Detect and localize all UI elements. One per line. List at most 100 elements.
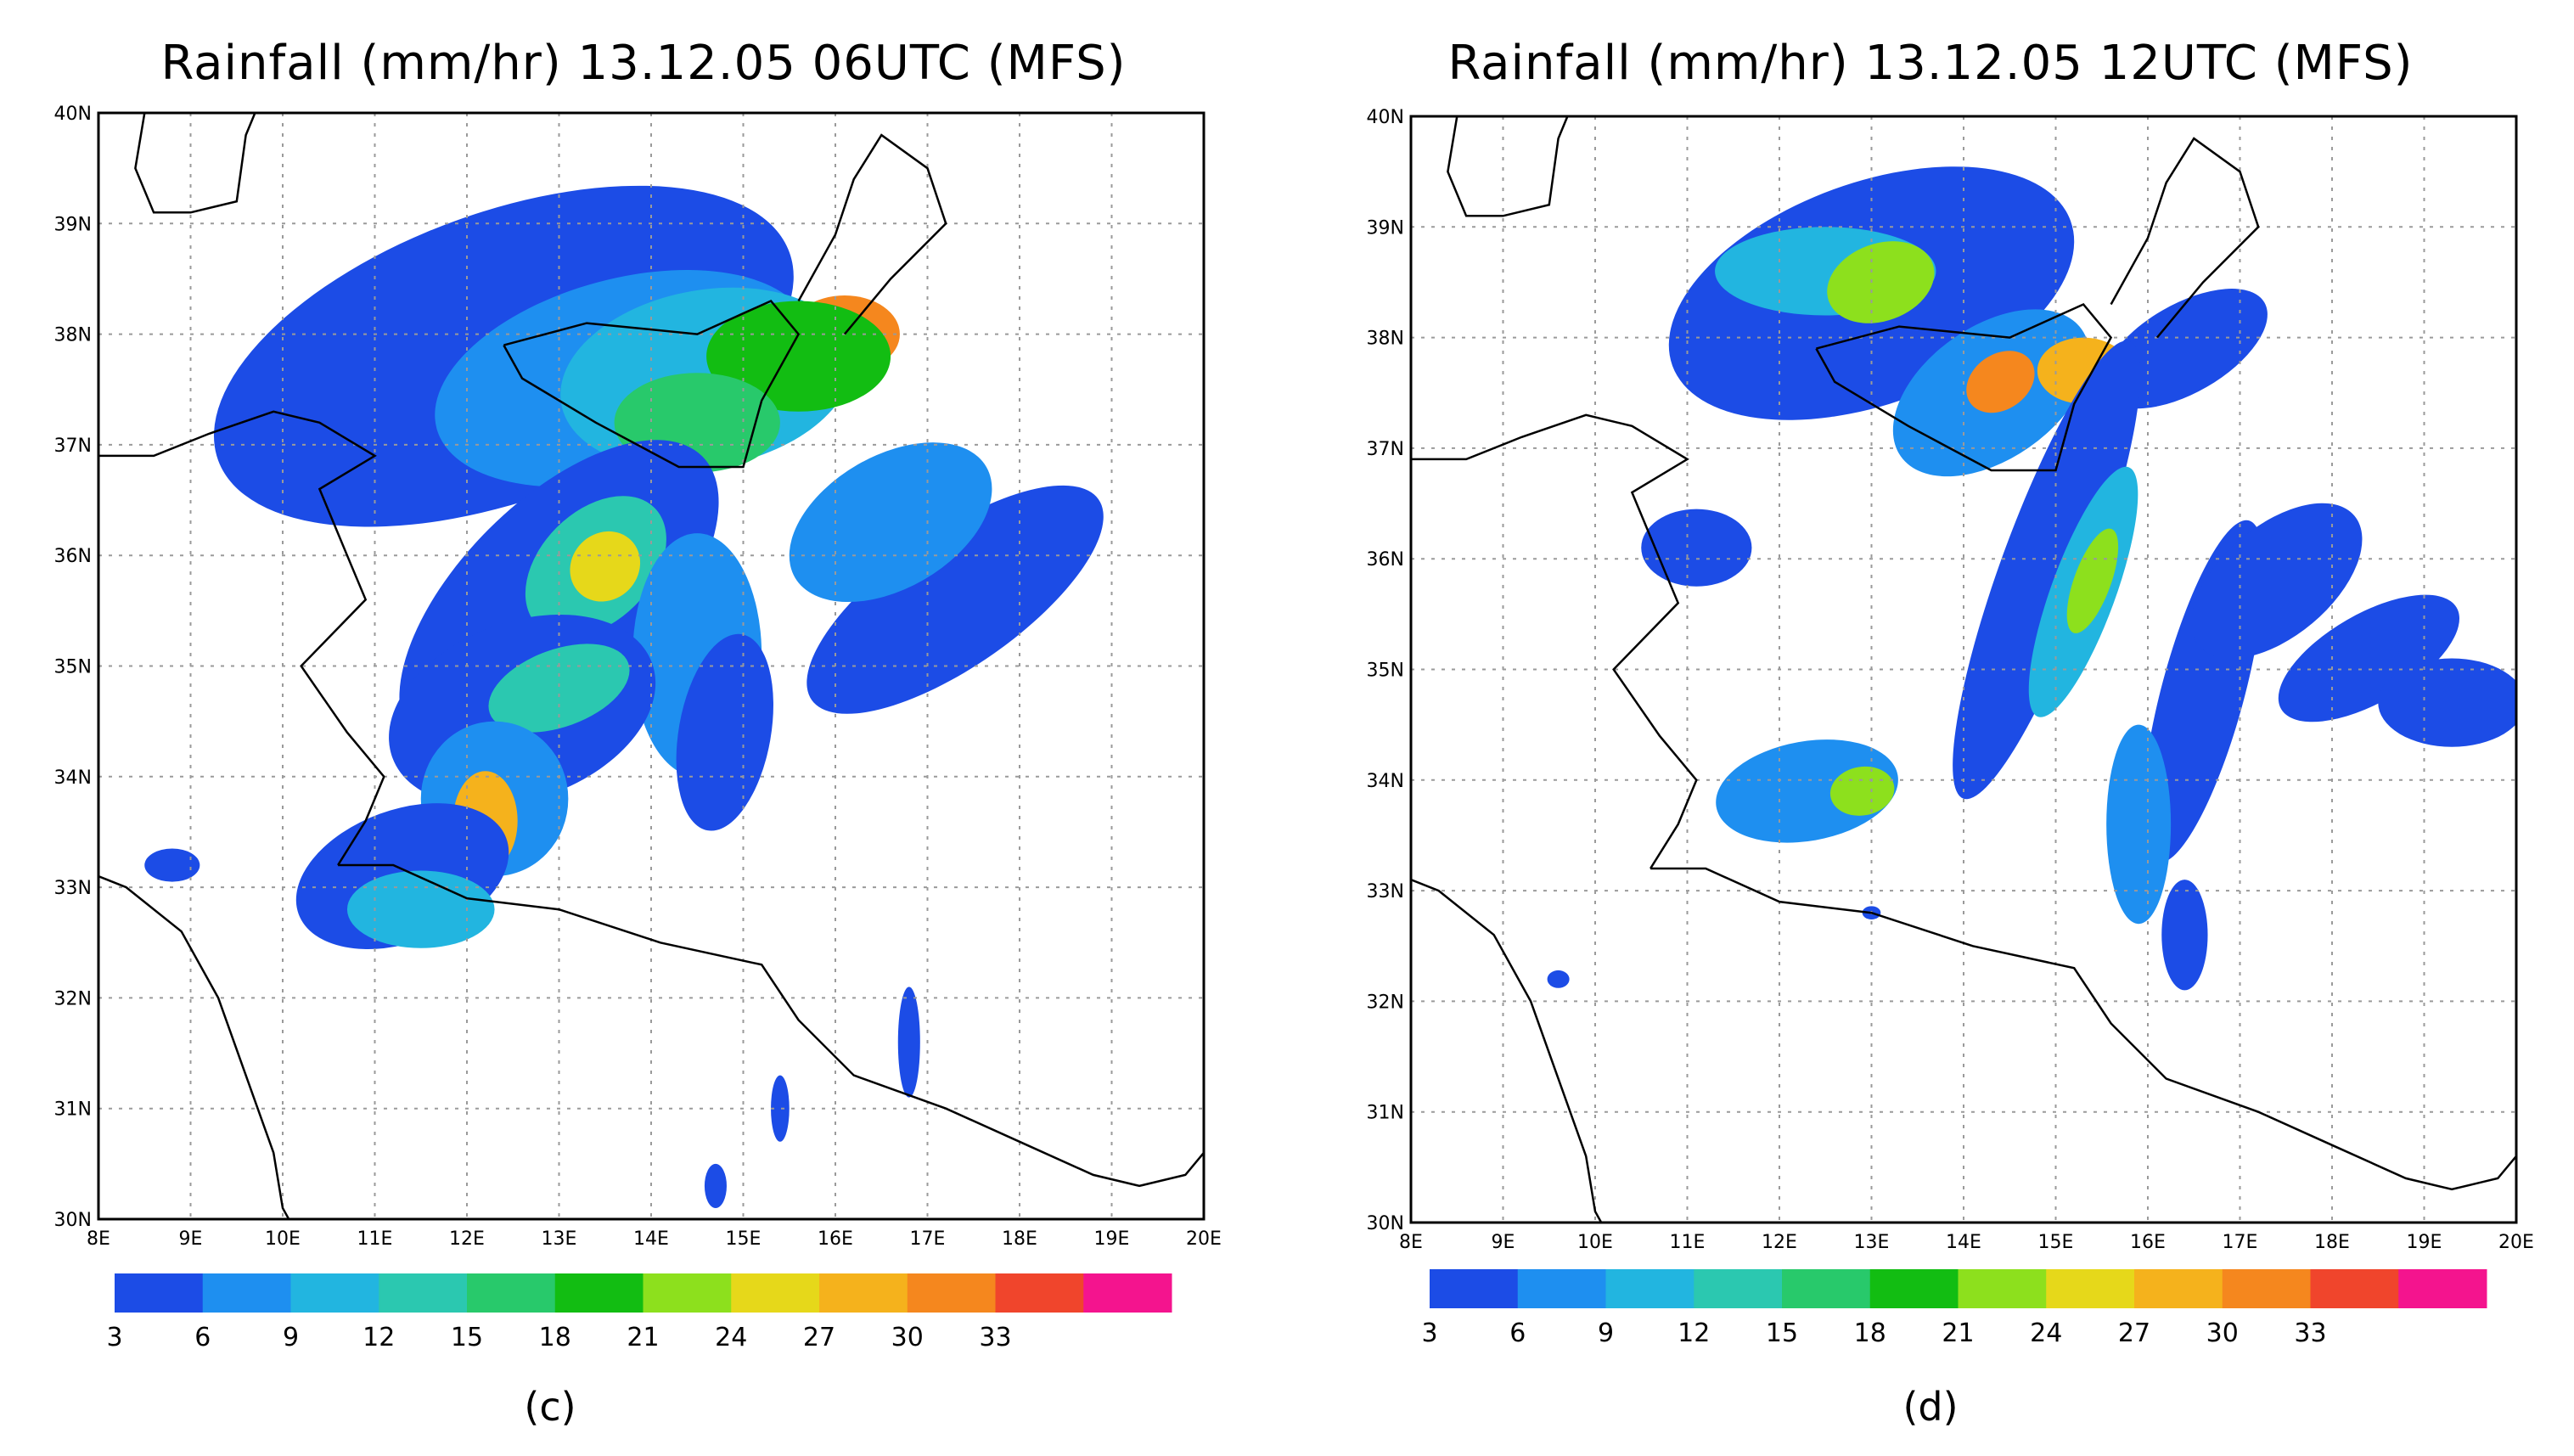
colorbar-swatch (2310, 1269, 2399, 1308)
lat-tick-label: 32N (54, 988, 92, 1009)
colorbar-swatch (1083, 1273, 1172, 1313)
rain-cell (2278, 594, 2459, 722)
lon-tick-label: 19E (2407, 1232, 2442, 1253)
colorbar-label: 9 (283, 1323, 299, 1352)
coastlines (1411, 116, 2516, 1223)
rain-cell (2066, 528, 2119, 633)
colorbar-label: 21 (627, 1323, 659, 1352)
rain-cell (1829, 766, 1895, 816)
lat-tick-label: 38N (54, 325, 92, 346)
colorbar: 3 6 9 12 15 18 21 24 27 30 33 (1421, 1269, 2487, 1348)
lon-tick-label: 10E (265, 1228, 301, 1250)
rain-cell (1953, 340, 2141, 800)
rain-cell (789, 442, 992, 603)
colorbar-label: 21 (1942, 1318, 1974, 1348)
colorbar-swatch (1958, 1269, 2047, 1308)
rain-cell (806, 485, 1104, 714)
coastline (2110, 137, 2260, 339)
rain-field (1547, 166, 2516, 991)
colorbar-label: 6 (194, 1323, 211, 1352)
colorbar-swatch (2134, 1269, 2223, 1308)
colorbar-swatch (1517, 1269, 1606, 1308)
lon-tick-label: 20E (1186, 1228, 1222, 1250)
lon-tick-label: 18E (2314, 1232, 2350, 1253)
colorbar: 3 6 9 12 15 18 21 24 27 30 33 (106, 1273, 1172, 1352)
lat-tick-label: 37N (54, 436, 92, 457)
rain-cell (2161, 880, 2208, 991)
map-frame (97, 111, 1206, 1221)
colorbar-label: 12 (1678, 1318, 1710, 1348)
colorbar-swatch (379, 1273, 468, 1313)
lon-tick-label: 18E (1002, 1228, 1037, 1250)
colorbar-label: 27 (2118, 1318, 2150, 1348)
colorbar-swatch (1782, 1269, 1871, 1308)
colorbar-label: 6 (1509, 1318, 1526, 1348)
colorbar-swatch (467, 1273, 556, 1313)
lat-tick-label: 30N (1367, 1213, 1404, 1234)
rain-cell (1716, 739, 1898, 843)
colorbar-swatch (1694, 1269, 1783, 1308)
colorbar-swatch (290, 1273, 379, 1313)
rain-cell (2191, 503, 2363, 659)
colorbar-swatch (1605, 1269, 1694, 1308)
rain-cell (1827, 241, 1935, 323)
colorbar-swatch (202, 1273, 291, 1313)
rain-cell (346, 870, 495, 948)
rain-cell (570, 531, 641, 602)
lat-tick-label: 38N (1367, 329, 1404, 350)
lon-tick-label: 11E (1670, 1232, 1706, 1253)
coastline (98, 410, 385, 866)
colorbar-swatch (115, 1273, 204, 1313)
lon-tick-label: 9E (179, 1228, 203, 1250)
rain-cell (676, 633, 773, 831)
colorbar-label: 27 (803, 1323, 835, 1352)
lon-tick-label: 16E (2130, 1232, 2166, 1253)
lat-tick-label: 37N (1367, 439, 1404, 460)
colorbar-swatch (2398, 1269, 2487, 1308)
lat-tick-label: 39N (1367, 217, 1404, 239)
map-frame (1409, 115, 2518, 1224)
rain-cell (897, 987, 920, 1098)
lon-tick-label: 17E (910, 1228, 946, 1250)
lon-tick-label: 15E (726, 1228, 762, 1250)
lat-tick-label: 32N (1367, 992, 1404, 1013)
rain-cell (2378, 658, 2516, 747)
panel-d: Rainfall (mm/hr) 13.12.05 12UTC (MFS) 40… (1287, 0, 2574, 1456)
coastlines (98, 113, 1204, 1219)
lat-tick-label: 36N (1367, 549, 1404, 571)
colorbar-label: 12 (362, 1323, 395, 1352)
colorbar-label: 30 (2206, 1318, 2239, 1348)
lon-tick-label: 12E (449, 1228, 485, 1250)
coastline (1815, 302, 2113, 472)
lat-tick-label: 39N (54, 214, 92, 235)
lon-tick-label: 8E (87, 1228, 110, 1250)
colorbar-swatch (643, 1273, 732, 1313)
lat-tick-label: 31N (54, 1099, 92, 1121)
coastline (1411, 878, 1603, 1223)
colorbar-label: 24 (715, 1323, 747, 1352)
rain-cell (2101, 289, 2268, 409)
lat-tick-label: 34N (1367, 771, 1404, 792)
lat-tick-label: 40N (1367, 107, 1404, 128)
colorbar-swatch (1869, 1269, 1959, 1308)
colorbar-label: 24 (2030, 1318, 2062, 1348)
colorbar-label: 15 (1766, 1318, 1798, 1348)
lon-tick-label: 12E (1762, 1232, 1797, 1253)
rain-cell (144, 848, 200, 882)
colorbar-label: 3 (1421, 1318, 1437, 1348)
colorbar-label: 15 (451, 1323, 483, 1352)
coastline (797, 133, 947, 335)
rain-cell (1547, 970, 1570, 988)
lat-tick-label: 30N (54, 1210, 92, 1231)
lat-tick-label: 40N (54, 104, 92, 125)
lat-tick-label: 34N (54, 767, 92, 789)
colorbar-label: 18 (1854, 1318, 1886, 1348)
colorbar-swatch (907, 1273, 996, 1313)
coastline (503, 299, 801, 469)
coastline (1411, 413, 1698, 869)
coastline (98, 874, 290, 1219)
lon-tick-label: 10E (1577, 1232, 1613, 1253)
colorbar-label: 18 (539, 1323, 571, 1352)
colorbar-swatch (819, 1273, 908, 1313)
rain-cell (2106, 724, 2172, 925)
